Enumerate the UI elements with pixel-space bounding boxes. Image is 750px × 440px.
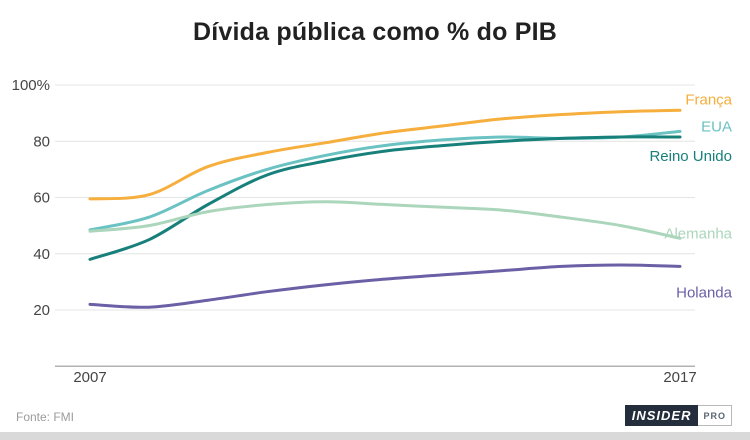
series-label: EUA bbox=[701, 118, 732, 135]
series-label: Holanda bbox=[676, 284, 733, 301]
series-line bbox=[88, 108, 682, 201]
y-axis-labels: 100% 80 60 40 20 bbox=[12, 77, 50, 319]
x-tick-label: 2017 bbox=[663, 369, 696, 386]
logo-main-text: INSIDER bbox=[624, 405, 699, 426]
series-line bbox=[88, 135, 682, 261]
series-line bbox=[88, 263, 682, 309]
series-lines bbox=[88, 108, 682, 309]
chart-title: Dívida pública como % do PIB bbox=[193, 18, 557, 46]
logo-sub-text: PRO bbox=[698, 405, 732, 426]
x-tick-label: 2007 bbox=[73, 369, 106, 386]
series-labels: França EUA Reino Unido Alemanha Holanda bbox=[649, 91, 732, 301]
series-label: Reino Unido bbox=[649, 148, 732, 165]
y-tick-label: 60 bbox=[33, 190, 50, 207]
series-line bbox=[88, 200, 682, 240]
insider-pro-logo: INSIDER PRO bbox=[624, 405, 732, 426]
y-tick-label: 40 bbox=[33, 246, 50, 263]
x-axis: 2007 2017 bbox=[55, 365, 697, 386]
y-tick-label: 100% bbox=[12, 77, 50, 94]
series-label: França bbox=[685, 91, 732, 108]
bottom-strip bbox=[0, 432, 750, 440]
series-label: Alemanha bbox=[664, 225, 732, 242]
gridlines bbox=[55, 84, 695, 311]
y-tick-label: 80 bbox=[33, 133, 50, 150]
y-tick-label: 20 bbox=[33, 302, 50, 319]
source-note: Fonte: FMI bbox=[16, 410, 75, 424]
chart-svg: 100% 80 60 40 20 2007 2017 França EUA Reino Uni… bbox=[12, 77, 733, 386]
